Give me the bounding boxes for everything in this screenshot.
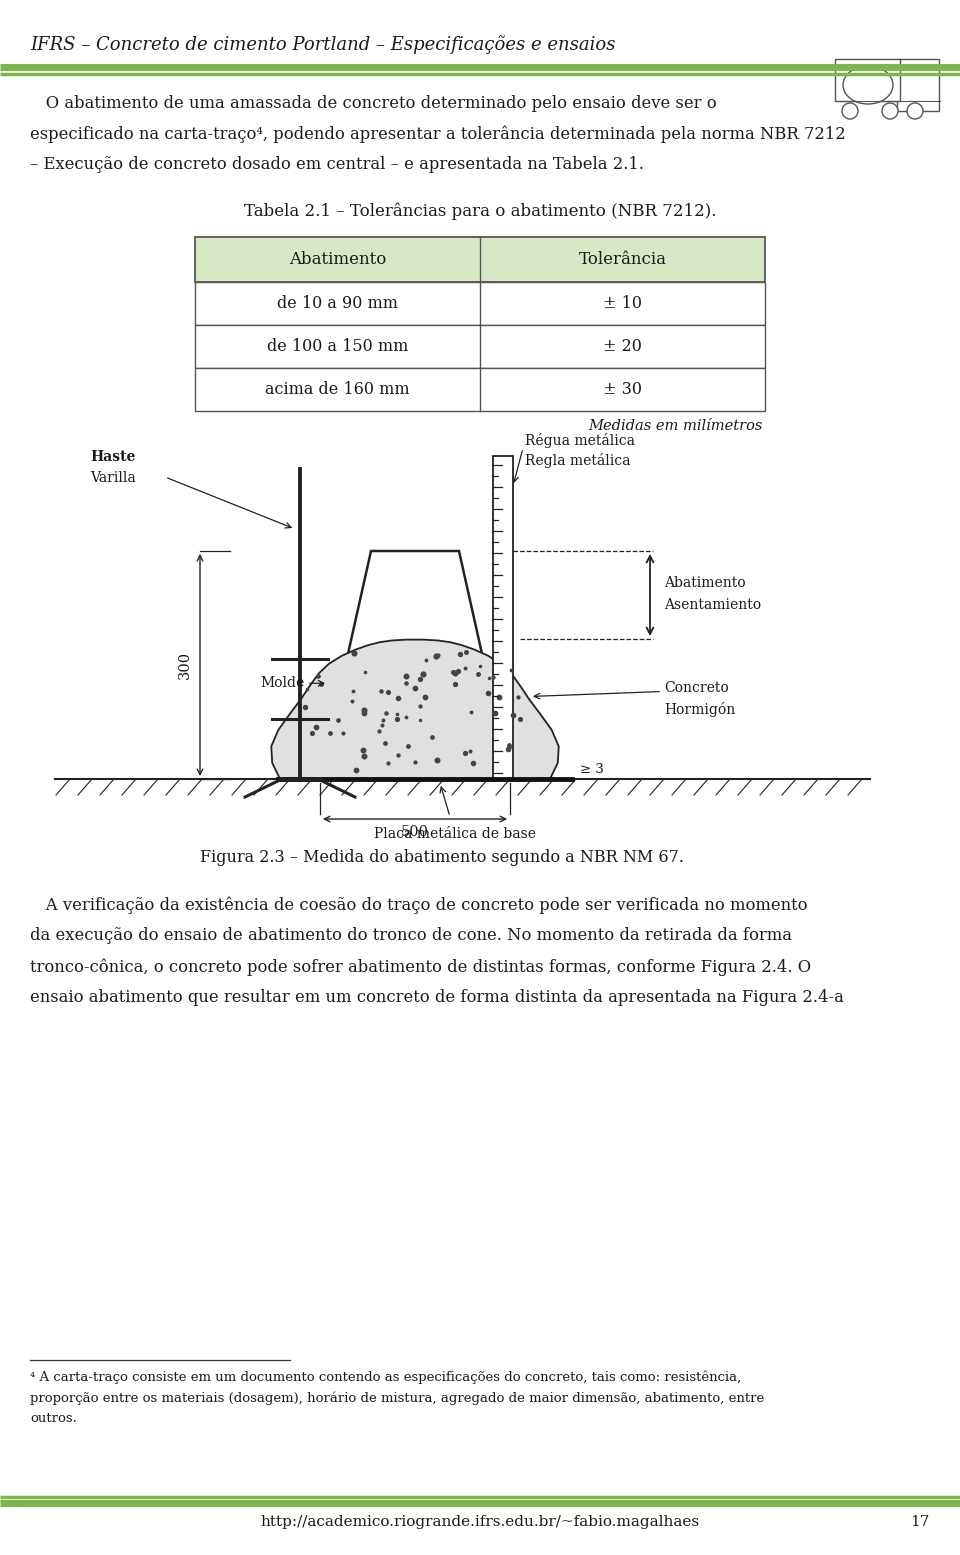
Text: Abatimento: Abatimento — [289, 250, 386, 267]
Text: Tabela 2.1 – Tolerâncias para o abatimento (NBR 7212).: Tabela 2.1 – Tolerâncias para o abatimen… — [244, 204, 716, 221]
Text: Abatimento: Abatimento — [664, 575, 746, 589]
Text: Hormigón: Hormigón — [664, 701, 735, 717]
Text: de 100 a 150 mm: de 100 a 150 mm — [267, 337, 408, 355]
Text: Concreto: Concreto — [664, 681, 729, 695]
Bar — [195, 325, 765, 369]
Text: ≥ 3: ≥ 3 — [580, 764, 604, 776]
Bar — [195, 236, 765, 281]
Text: Molde: Molde — [261, 676, 305, 690]
Text: 500: 500 — [401, 826, 429, 840]
Text: Figura 2.3 – Medida do abatimento segundo a NBR NM 67.: Figura 2.3 – Medida do abatimento segund… — [200, 849, 684, 866]
Text: Haste: Haste — [90, 449, 135, 463]
Ellipse shape — [842, 103, 858, 120]
Text: Varilla: Varilla — [90, 471, 135, 485]
Ellipse shape — [882, 103, 898, 120]
Text: 17: 17 — [911, 1515, 930, 1529]
Bar — [897, 59, 939, 110]
Text: ± 20: ± 20 — [603, 337, 642, 355]
Text: Tolerância: Tolerância — [579, 250, 666, 267]
Bar — [835, 59, 900, 101]
Text: Régua metálica: Régua metálica — [525, 434, 635, 448]
Text: ⁴ A carta-traço consiste em um documento contendo as especificações do concreto,: ⁴ A carta-traço consiste em um documento… — [30, 1370, 764, 1426]
Text: ± 10: ± 10 — [603, 295, 642, 313]
Text: IFRS – Concreto de cimento Portland – Especificações e ensaios: IFRS – Concreto de cimento Portland – Es… — [30, 36, 615, 54]
Text: http://academico.riogrande.ifrs.edu.br/~fabio.magalhaes: http://academico.riogrande.ifrs.edu.br/~… — [260, 1515, 700, 1529]
Text: ± 30: ± 30 — [603, 381, 642, 398]
Text: A verificação da existência de coesão do traço de concreto pode ser verificada n: A verificação da existência de coesão do… — [30, 897, 844, 1006]
Text: Medidas em milímetros: Medidas em milímetros — [588, 418, 763, 432]
Text: Asentamiento: Asentamiento — [664, 599, 761, 613]
Text: acima de 160 mm: acima de 160 mm — [265, 381, 410, 398]
Ellipse shape — [843, 65, 893, 104]
Text: 300: 300 — [178, 652, 192, 680]
Text: O abatimento de uma amassada de concreto determinado pelo ensaio deve ser o
espe: O abatimento de uma amassada de concreto… — [30, 95, 846, 173]
Polygon shape — [272, 639, 559, 779]
Text: Regla metálica: Regla metálica — [525, 454, 631, 468]
Bar — [195, 281, 765, 325]
Text: Placa metálica de base: Placa metálica de base — [374, 827, 536, 841]
Bar — [493, 456, 513, 779]
Text: de 10 a 90 mm: de 10 a 90 mm — [277, 295, 398, 313]
Bar — [195, 369, 765, 411]
Ellipse shape — [907, 103, 923, 120]
